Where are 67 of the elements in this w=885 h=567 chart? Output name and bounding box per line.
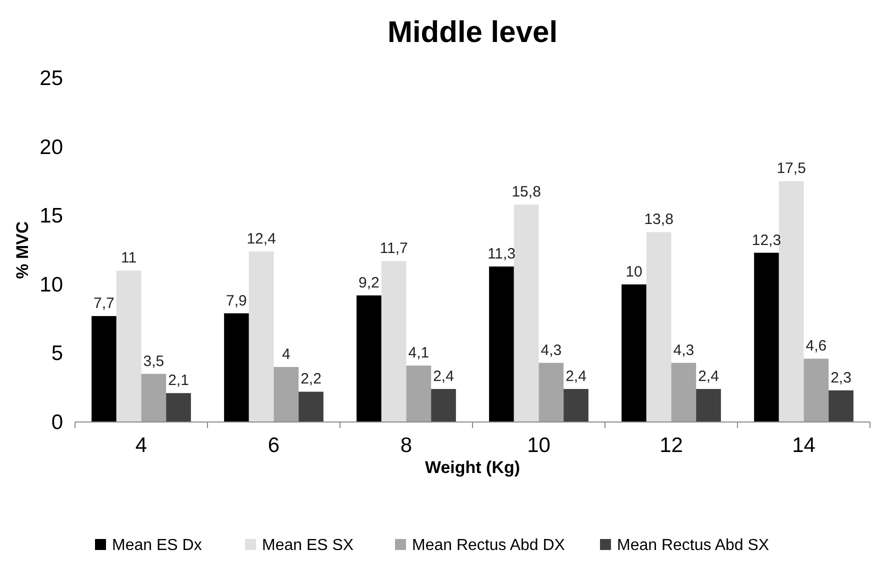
data-label: 10 — [626, 263, 642, 280]
bar — [381, 261, 406, 422]
y-tick-label: 15 — [40, 204, 63, 228]
data-label: 2,4 — [433, 368, 454, 385]
data-label: 2,4 — [566, 368, 586, 385]
x-tick-label: 10 — [527, 434, 550, 457]
data-label: 17,5 — [776, 160, 806, 178]
bar — [356, 295, 382, 422]
bar — [116, 270, 142, 422]
bar — [754, 252, 779, 422]
bar — [298, 392, 324, 422]
bar — [804, 358, 829, 422]
data-label: 7,9 — [226, 292, 247, 310]
bar — [514, 204, 539, 422]
x-tick-label: 6 — [268, 434, 280, 457]
data-label: 2,1 — [168, 372, 189, 390]
legend-label: Mean ES SX — [262, 537, 354, 554]
bar — [622, 284, 646, 422]
y-tick-label: 20 — [40, 136, 63, 159]
y-tick-label: 0 — [51, 411, 63, 434]
data-label: 4 — [282, 346, 290, 363]
bar — [166, 393, 191, 422]
y-tick-label: 10 — [40, 273, 63, 296]
data-label: 4,3 — [540, 342, 562, 359]
bar — [274, 366, 299, 422]
bar — [646, 232, 672, 422]
bar — [248, 251, 274, 422]
chart-title: Middle level — [387, 16, 558, 49]
data-label: 4,1 — [408, 344, 430, 362]
data-label: 15,8 — [512, 184, 541, 201]
bar — [778, 181, 804, 422]
data-label: 12,3 — [752, 232, 782, 249]
bar — [489, 266, 514, 422]
bar — [696, 388, 721, 422]
bar — [406, 366, 432, 422]
data-label: 13,8 — [644, 211, 674, 228]
bar — [671, 362, 696, 422]
x-tick-label: 14 — [792, 434, 816, 457]
bar — [564, 388, 588, 422]
data-label: 11,3 — [487, 246, 516, 263]
legend-label: Mean Rectus Abd DX — [412, 537, 566, 554]
data-label: 11,7 — [380, 240, 408, 258]
data-label: 2,4 — [698, 368, 719, 385]
data-label: 4,6 — [806, 338, 827, 355]
data-label: 2,2 — [300, 370, 322, 388]
data-label: 7,7 — [94, 295, 114, 312]
legend-label: Mean Rectus Abd SX — [617, 537, 770, 554]
data-label: 4,3 — [673, 342, 694, 359]
legend-label: Mean ES Dx — [112, 537, 202, 554]
y-tick-label: 25 — [40, 67, 63, 90]
y-tick-label: 5 — [51, 342, 63, 366]
bar — [538, 362, 564, 422]
bar — [431, 388, 456, 422]
data-label: 11 — [121, 250, 137, 267]
bar — [92, 316, 116, 422]
data-label: 9,2 — [358, 274, 380, 292]
data-label: 12,4 — [246, 230, 276, 248]
bar — [141, 374, 166, 422]
x-tick-label: 12 — [660, 434, 683, 457]
data-label: 3,5 — [143, 352, 164, 370]
x-tick-label: 8 — [400, 434, 412, 457]
bar — [828, 390, 854, 422]
x-axis-title: Weight (Kg) — [424, 458, 520, 477]
bar — [224, 313, 249, 422]
x-tick-label: 4 — [135, 434, 148, 457]
data-label: 2,3 — [830, 369, 852, 386]
y-axis-title: % MVC — [13, 221, 32, 279]
